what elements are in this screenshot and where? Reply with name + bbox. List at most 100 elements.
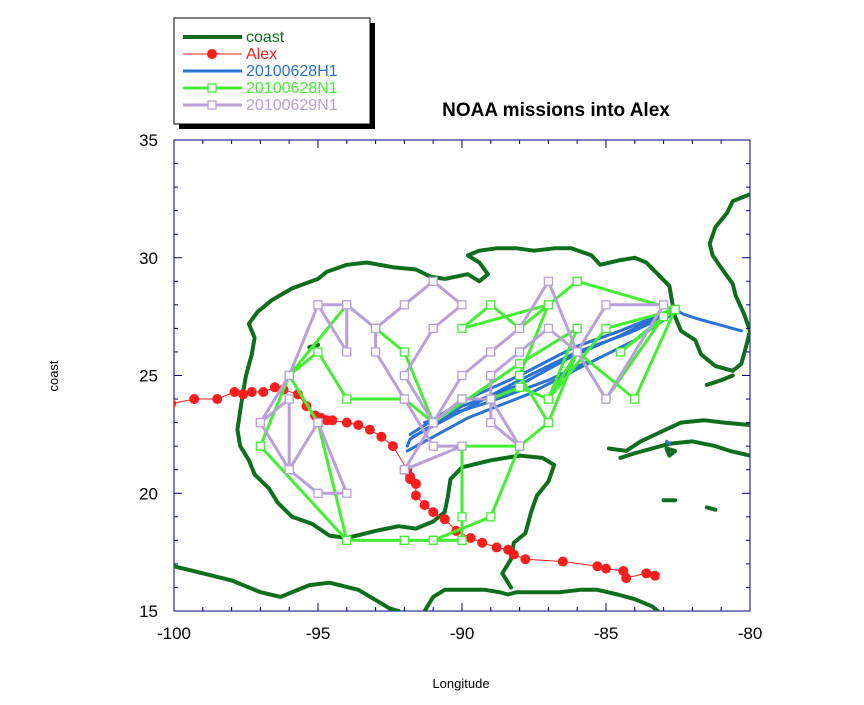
legend-label-20100628h1: 20100628H1	[246, 63, 338, 80]
y-tick-label: 20	[139, 484, 158, 503]
20100628h1-line	[665, 439, 671, 446]
alex-point	[269, 382, 280, 393]
20100628h1-line	[405, 308, 674, 448]
alex-point	[246, 386, 257, 397]
20100628n1-point	[514, 382, 525, 392]
20100628n1-point	[615, 347, 626, 357]
legend-label-alex: Alex	[246, 46, 277, 63]
20100629n1-point	[313, 300, 323, 310]
y-tick-label: 30	[139, 249, 158, 268]
20100629n1-point	[370, 323, 381, 334]
alex-point	[601, 563, 611, 574]
20100628n1-point	[630, 394, 640, 404]
x-tick-label: -90	[450, 624, 475, 643]
legend-label-20100629n1: 20100629N1	[246, 97, 338, 114]
20100628n1-point	[572, 323, 582, 334]
20100629n1-point	[399, 394, 410, 404]
legend-label-coast: coast	[246, 29, 285, 46]
legend-label-20100628n1: 20100628N1	[246, 80, 338, 97]
20100629n1-point	[486, 394, 496, 404]
20100629n1-point	[514, 323, 525, 334]
coast-line	[618, 439, 750, 460]
alex-point	[238, 389, 249, 400]
20100629n1-point	[284, 394, 294, 404]
alex-point	[557, 556, 568, 567]
20100629n1-point	[255, 417, 266, 428]
legend-marker	[207, 49, 217, 59]
20100629n1-point	[543, 323, 554, 334]
20100629n1-point	[399, 300, 410, 310]
20100629n1-point	[486, 347, 496, 357]
20100629n1-point	[342, 347, 352, 357]
y-tick-label: 15	[139, 602, 158, 621]
20100629n1-point	[313, 488, 323, 498]
alex-point	[439, 514, 450, 525]
alex-point	[419, 500, 430, 511]
20100629n1-point	[342, 488, 352, 498]
x-tick-label: -95	[306, 624, 331, 643]
20100629n1-point	[370, 347, 381, 357]
20100628n1-point	[457, 323, 467, 334]
20100628n1-point	[342, 394, 352, 404]
coast-line	[704, 505, 718, 512]
y-axis-title: coast	[46, 360, 61, 391]
alex-point	[491, 542, 502, 553]
20100628n1-point	[543, 300, 554, 310]
20100628n1-point	[342, 535, 352, 545]
20100629n1-point	[572, 347, 582, 357]
20100628n1-point	[255, 441, 266, 451]
coast-line	[235, 192, 750, 590]
20100628n1-point	[572, 276, 582, 286]
alex-point	[364, 424, 375, 435]
alex-point	[258, 386, 269, 397]
20100629n1-point	[428, 276, 438, 286]
20100629n1-point	[313, 417, 323, 428]
20100629n1-point	[399, 465, 410, 475]
20100628n1-point	[486, 512, 496, 522]
legend-marker	[207, 83, 217, 93]
20100628n1-point	[428, 535, 438, 545]
y-tick-label: 35	[139, 131, 158, 150]
coast-line	[606, 418, 750, 453]
20100629n1-point	[601, 394, 611, 404]
x-tick-label: -100	[157, 624, 191, 643]
alex-point	[189, 394, 200, 405]
20100629n1-point	[428, 323, 438, 334]
alex-point	[410, 490, 421, 501]
alex-point	[387, 441, 398, 452]
alex-point	[376, 431, 387, 442]
20100628n1-point	[658, 311, 669, 322]
alex-point	[520, 554, 531, 565]
20100629n1-point	[514, 441, 525, 451]
20100629n1-point	[457, 441, 467, 451]
alex-point	[353, 419, 364, 430]
20100629n1-point	[514, 347, 525, 357]
20100629n1-point	[601, 300, 611, 310]
20100629n1-point	[486, 370, 496, 381]
series-20100629n1	[255, 276, 669, 498]
20100629n1-point	[658, 300, 669, 310]
coast-line	[664, 446, 678, 458]
coast-line	[704, 373, 735, 387]
20100628n1-point	[514, 359, 525, 369]
legend-marker	[207, 100, 217, 110]
x-tick-label: -80	[738, 624, 763, 643]
20100629n1-point	[428, 441, 438, 451]
alex-point	[641, 568, 652, 579]
20100629n1-point	[457, 394, 467, 404]
20100628n1-point	[601, 323, 611, 334]
20100628n1-point	[543, 417, 554, 428]
alex-point	[477, 537, 488, 548]
20100628h1-line	[673, 308, 743, 333]
tick-layer: -100 -95 -90 -85 -80 15 20 25 30 35	[139, 131, 762, 643]
20100628n1-point	[457, 512, 467, 522]
alex-point	[618, 565, 629, 576]
alex-point	[465, 532, 476, 543]
20100628n1-point	[514, 370, 525, 381]
chart-title: NOAA missions into Alex	[442, 100, 670, 121]
20100629n1-point	[284, 370, 294, 381]
alex-point	[341, 417, 352, 428]
20100629n1-point	[284, 465, 294, 475]
20100628n1-point	[399, 535, 410, 545]
